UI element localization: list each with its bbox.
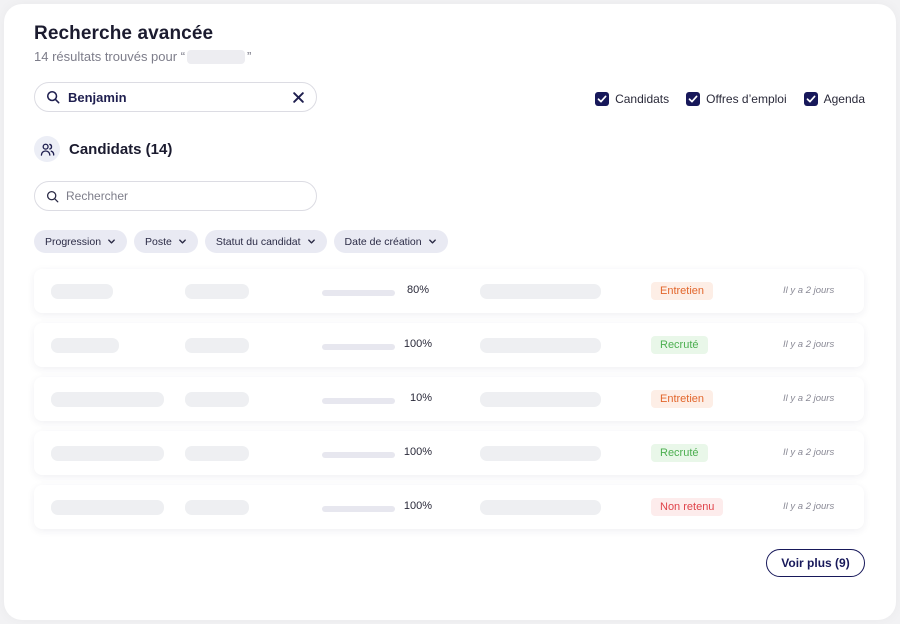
filter-label: Date de création [344,235,422,248]
checkbox-label: Agenda [823,92,865,106]
created-date: Il y a 2 jours [783,285,835,296]
progress-bar [322,506,395,512]
filter-label: Progression [45,235,102,248]
checkbox-agenda[interactable]: Agenda [803,92,865,106]
redacted-offer [480,392,601,407]
filter-progression[interactable]: Progression [34,230,128,253]
search-icon [46,90,60,104]
status-badge: Entretien [651,390,714,408]
results-quote-close: ” [247,49,252,64]
checkbox-checked-icon[interactable] [595,92,610,106]
candidate-search-input[interactable] [66,189,286,203]
chevron-down-icon [307,239,315,244]
chevron-down-icon [179,239,186,244]
checkbox-label: Offres d’emploi [706,92,787,106]
redacted-query [187,49,246,64]
voir-plus-button[interactable]: Voir plus (9) [766,549,865,577]
candidates-list: 80% Entretien Il y a 2 jours 100% Recrut… [34,269,864,539]
created-date: Il y a 2 jours [783,339,835,350]
table-row[interactable]: 80% Entretien Il y a 2 jours [34,269,864,313]
table-row[interactable]: 100% Non retenu Il y a 2 jours [34,485,864,529]
filter-chips: Progression Poste Statut du candidat Dat… [34,230,448,253]
page-title: Recherche avancée [34,23,214,44]
redacted-offer [480,500,601,515]
close-icon[interactable] [292,91,305,104]
table-row[interactable]: 100% Recruté Il y a 2 jours [34,323,864,367]
advanced-search-page: Recherche avancée 14 résultats trouvés p… [4,4,896,620]
scope-filters: Candidats Offres d’emploi Agenda [595,92,865,106]
redacted-position [185,392,249,407]
checkbox-checked-icon[interactable] [803,92,818,106]
users-icon [34,136,60,162]
filter-poste[interactable]: Poste [134,230,198,253]
global-search-input[interactable]: Benjamin [34,82,317,112]
redacted-position [185,500,249,515]
candidate-search-field[interactable] [34,181,317,211]
created-date: Il y a 2 jours [783,501,835,512]
redacted-name [51,338,119,353]
redacted-offer [480,284,601,299]
table-row[interactable]: 10% Entretien Il y a 2 jours [34,377,864,421]
redacted-name [51,284,113,299]
redacted-position [185,338,249,353]
progress-value: 10% [409,392,432,404]
progress-bar [322,398,395,404]
filter-label: Statut du candidat [215,235,301,248]
progress-bar [322,452,395,458]
filter-label: Poste [145,235,172,248]
checkbox-label: Candidats [615,92,670,106]
status-badge: Recruté [651,336,708,354]
results-summary: 14 résultats trouvés pour “ ” [34,49,251,64]
redacted-name [51,500,164,515]
checkbox-offres-emploi[interactable]: Offres d’emploi [686,92,787,106]
created-date: Il y a 2 jours [783,393,835,404]
candidates-section-header: Candidats (14) [34,136,172,162]
created-date: Il y a 2 jours [783,447,835,458]
chevron-down-icon [428,239,436,244]
results-count-text: 14 résultats trouvés pour “ [34,49,186,64]
redacted-name [51,392,164,407]
redacted-name [51,446,164,461]
search-icon [46,190,59,202]
global-search-value[interactable]: Benjamin [68,89,127,105]
status-badge: Recruté [651,444,708,462]
section-title: Candidats (14) [69,140,173,158]
redacted-offer [480,446,601,461]
filter-statut-candidat[interactable]: Statut du candidat [204,230,327,253]
chevron-down-icon [108,239,115,244]
progress-value: 100% [403,500,432,512]
progress-value: 100% [403,446,432,458]
redacted-position [185,284,249,299]
filter-date-creation[interactable]: Date de création [333,230,448,253]
checkbox-checked-icon[interactable] [686,92,701,106]
checkbox-candidats[interactable]: Candidats [595,92,669,106]
progress-bar [322,344,395,350]
progress-value: 80% [406,284,429,296]
progress-bar [322,290,395,296]
status-badge: Entretien [651,282,714,300]
redacted-position [185,446,249,461]
status-badge: Non retenu [651,498,724,516]
redacted-offer [480,338,601,353]
table-row[interactable]: 100% Recruté Il y a 2 jours [34,431,864,475]
progress-value: 100% [403,338,432,350]
